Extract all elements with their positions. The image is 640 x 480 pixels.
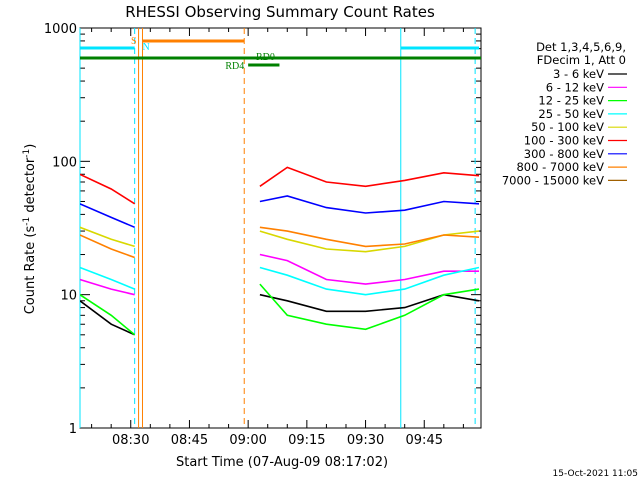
x-tick-label: 09:00 xyxy=(229,433,266,448)
series-line-4 xyxy=(80,266,136,290)
series-line-4 xyxy=(259,266,480,296)
series-line-6 xyxy=(80,173,136,205)
x-tick-label: 08:45 xyxy=(171,433,208,448)
series-line-7 xyxy=(259,195,480,214)
series-lines xyxy=(80,166,480,336)
x-axis-label: Start Time (07-Aug-09 08:17:02) xyxy=(176,455,388,470)
y-tick-label: 1000 xyxy=(44,22,77,37)
timestamp: 15-Oct-2021 11:05 xyxy=(553,469,638,479)
legend-entry-label: 12 - 25 keV xyxy=(538,94,604,108)
series-line-5 xyxy=(80,226,135,248)
y-tick-label: 1 xyxy=(69,422,77,437)
legend-entry-label: 3 - 6 keV xyxy=(553,67,604,81)
x-tick-label: 09:45 xyxy=(406,433,443,448)
legend-entry-label: 800 - 7000 keV xyxy=(516,160,604,174)
y-axis-label: Count Rate (s-1 detector-1) xyxy=(22,144,38,315)
legend-header-line-2: FDecim 1, Att 0 xyxy=(537,53,626,67)
legend-entry-label: 7000 - 15000 keV xyxy=(502,173,604,187)
legend-entry-label: 300 - 800 keV xyxy=(524,147,604,161)
legend-entry-label: 25 - 50 keV xyxy=(538,107,604,121)
legend-header-line-1: Det 1,3,4,5,6,9, xyxy=(536,40,626,54)
series-line-6 xyxy=(259,166,480,188)
x-tick-label: 08:30 xyxy=(112,433,149,448)
series-line-7 xyxy=(80,203,136,229)
series-line-3 xyxy=(80,294,136,336)
s-flag: S xyxy=(131,36,137,47)
series-line-8 xyxy=(80,234,135,259)
series-line-2 xyxy=(80,278,135,296)
rd4-label: RD4 xyxy=(225,61,244,72)
n-flag: N xyxy=(142,42,149,53)
legend-entry-label: 6 - 12 keV xyxy=(546,80,604,94)
series-line-2 xyxy=(259,253,479,285)
series-line-8 xyxy=(259,226,480,248)
rd0-label: RD0 xyxy=(256,52,275,63)
y-tick-label: 100 xyxy=(52,155,77,170)
legend: Det 1,3,4,5,6,9, FDecim 1, Att 0 3 - 6 k… xyxy=(502,40,627,187)
chart-title: RHESSI Observing Summary Count Rates xyxy=(125,3,435,21)
x-tick-label: 09:30 xyxy=(347,433,384,448)
legend-entry-label: 100 - 300 keV xyxy=(524,134,604,148)
y-tick-label: 10 xyxy=(60,289,77,304)
event-markers: SN RD0 RD4 xyxy=(79,28,481,428)
legend-entry-label: 50 - 100 keV xyxy=(531,120,604,134)
axis-ticks: 08:30 08:45 09:00 09:15 09:30 09:45 1 10 100 1000 xyxy=(44,22,481,448)
series-line-1 xyxy=(80,300,136,336)
series-line-3 xyxy=(259,283,480,331)
x-tick-label: 09:15 xyxy=(288,433,325,448)
